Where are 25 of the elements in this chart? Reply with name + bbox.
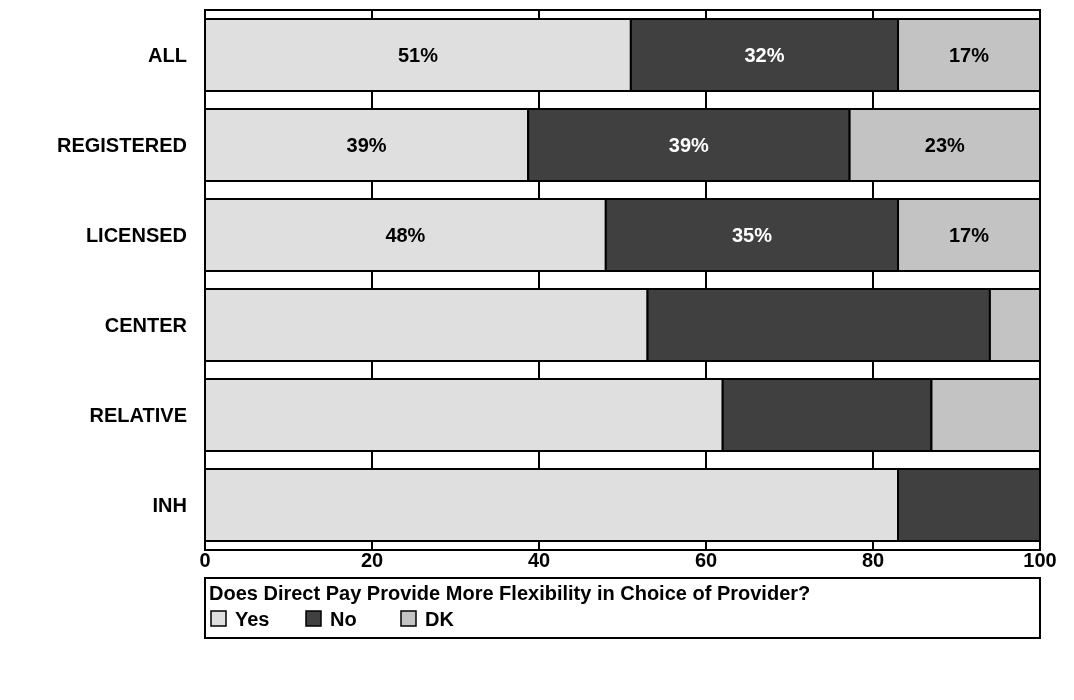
data-label: 39% bbox=[346, 134, 387, 156]
x-tick-label: 20 bbox=[360, 549, 384, 571]
x-tick-label: 100 bbox=[1023, 549, 1057, 571]
y-tick-label: ALL bbox=[148, 44, 187, 66]
y-tick-label: LICENSED bbox=[85, 224, 187, 246]
legend-label: Yes bbox=[235, 608, 270, 630]
data-label: 17% bbox=[949, 44, 990, 66]
data-label: 48% bbox=[385, 224, 426, 246]
x-tick-label: 60 bbox=[694, 549, 718, 571]
y-tick-label: RELATIVE bbox=[89, 404, 187, 426]
data-label: 51% bbox=[397, 44, 439, 66]
y-tick-label: INH bbox=[152, 494, 187, 516]
y-tick-label: REGISTERED bbox=[56, 134, 187, 156]
legend-label: DK bbox=[425, 608, 455, 630]
legend-title: Does Direct Pay Provide More Flexibility in Choice of Provider? bbox=[209, 582, 811, 604]
data-label: 35% bbox=[731, 224, 773, 246]
data-label: 32% bbox=[744, 44, 785, 66]
data-label: 17% bbox=[949, 224, 990, 246]
y-tick-label: CENTER bbox=[104, 314, 188, 336]
legend-label: No bbox=[330, 608, 357, 630]
data-label: 39% bbox=[668, 134, 710, 156]
x-tick-label: 0 bbox=[199, 549, 211, 571]
x-tick-label: 40 bbox=[527, 549, 551, 571]
data-label: 23% bbox=[924, 134, 966, 156]
x-tick-label: 80 bbox=[861, 549, 885, 571]
